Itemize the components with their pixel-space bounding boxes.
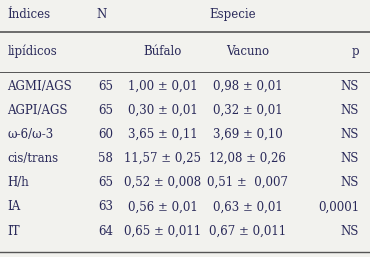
Text: 65: 65 xyxy=(98,80,113,93)
Text: 0,65 ± 0,011: 0,65 ± 0,011 xyxy=(124,225,201,237)
Text: 65: 65 xyxy=(98,176,113,189)
Text: 63: 63 xyxy=(98,200,113,213)
Text: 58: 58 xyxy=(98,152,113,165)
Text: Especie: Especie xyxy=(210,8,256,21)
Text: NS: NS xyxy=(340,128,359,141)
Text: 0,98 ± 0,01: 0,98 ± 0,01 xyxy=(213,80,283,93)
Text: cis/trans: cis/trans xyxy=(7,152,58,165)
Text: 0,0001: 0,0001 xyxy=(318,200,359,213)
Text: 0,56 ± 0,01: 0,56 ± 0,01 xyxy=(128,200,198,213)
Text: ω-6/ω-3: ω-6/ω-3 xyxy=(7,128,54,141)
Text: 3,65 ± 0,11: 3,65 ± 0,11 xyxy=(128,128,198,141)
Text: NS: NS xyxy=(340,176,359,189)
Text: 0,30 ± 0,01: 0,30 ± 0,01 xyxy=(128,104,198,117)
Text: IA: IA xyxy=(7,200,21,213)
Text: IT: IT xyxy=(7,225,20,237)
Text: p: p xyxy=(351,45,359,58)
Text: Vacuno: Vacuno xyxy=(226,45,269,58)
Text: 0,32 ± 0,01: 0,32 ± 0,01 xyxy=(213,104,283,117)
Text: 11,57 ± 0,25: 11,57 ± 0,25 xyxy=(124,152,201,165)
Text: NS: NS xyxy=(340,80,359,93)
Text: NS: NS xyxy=(340,104,359,117)
Text: 65: 65 xyxy=(98,104,113,117)
Text: 0,51 ±  0,007: 0,51 ± 0,007 xyxy=(208,176,288,189)
Text: H/h: H/h xyxy=(7,176,29,189)
Text: 0,63 ± 0,01: 0,63 ± 0,01 xyxy=(213,200,283,213)
Text: 60: 60 xyxy=(98,128,113,141)
Text: 3,69 ± 0,10: 3,69 ± 0,10 xyxy=(213,128,283,141)
Text: Búfalo: Búfalo xyxy=(144,45,182,58)
Text: 0,52 ± 0,008: 0,52 ± 0,008 xyxy=(124,176,201,189)
Text: Índices: Índices xyxy=(7,8,51,21)
Text: NS: NS xyxy=(340,152,359,165)
Text: 1,00 ± 0,01: 1,00 ± 0,01 xyxy=(128,80,198,93)
Text: AGMI/AGS: AGMI/AGS xyxy=(7,80,72,93)
Text: 0,67 ± 0,011: 0,67 ± 0,011 xyxy=(209,225,286,237)
Text: 64: 64 xyxy=(98,225,113,237)
Text: AGPI/AGS: AGPI/AGS xyxy=(7,104,68,117)
Text: NS: NS xyxy=(340,225,359,237)
Text: 12,08 ± 0,26: 12,08 ± 0,26 xyxy=(209,152,286,165)
Text: N: N xyxy=(96,8,107,21)
Text: lipídicos: lipídicos xyxy=(7,45,57,58)
